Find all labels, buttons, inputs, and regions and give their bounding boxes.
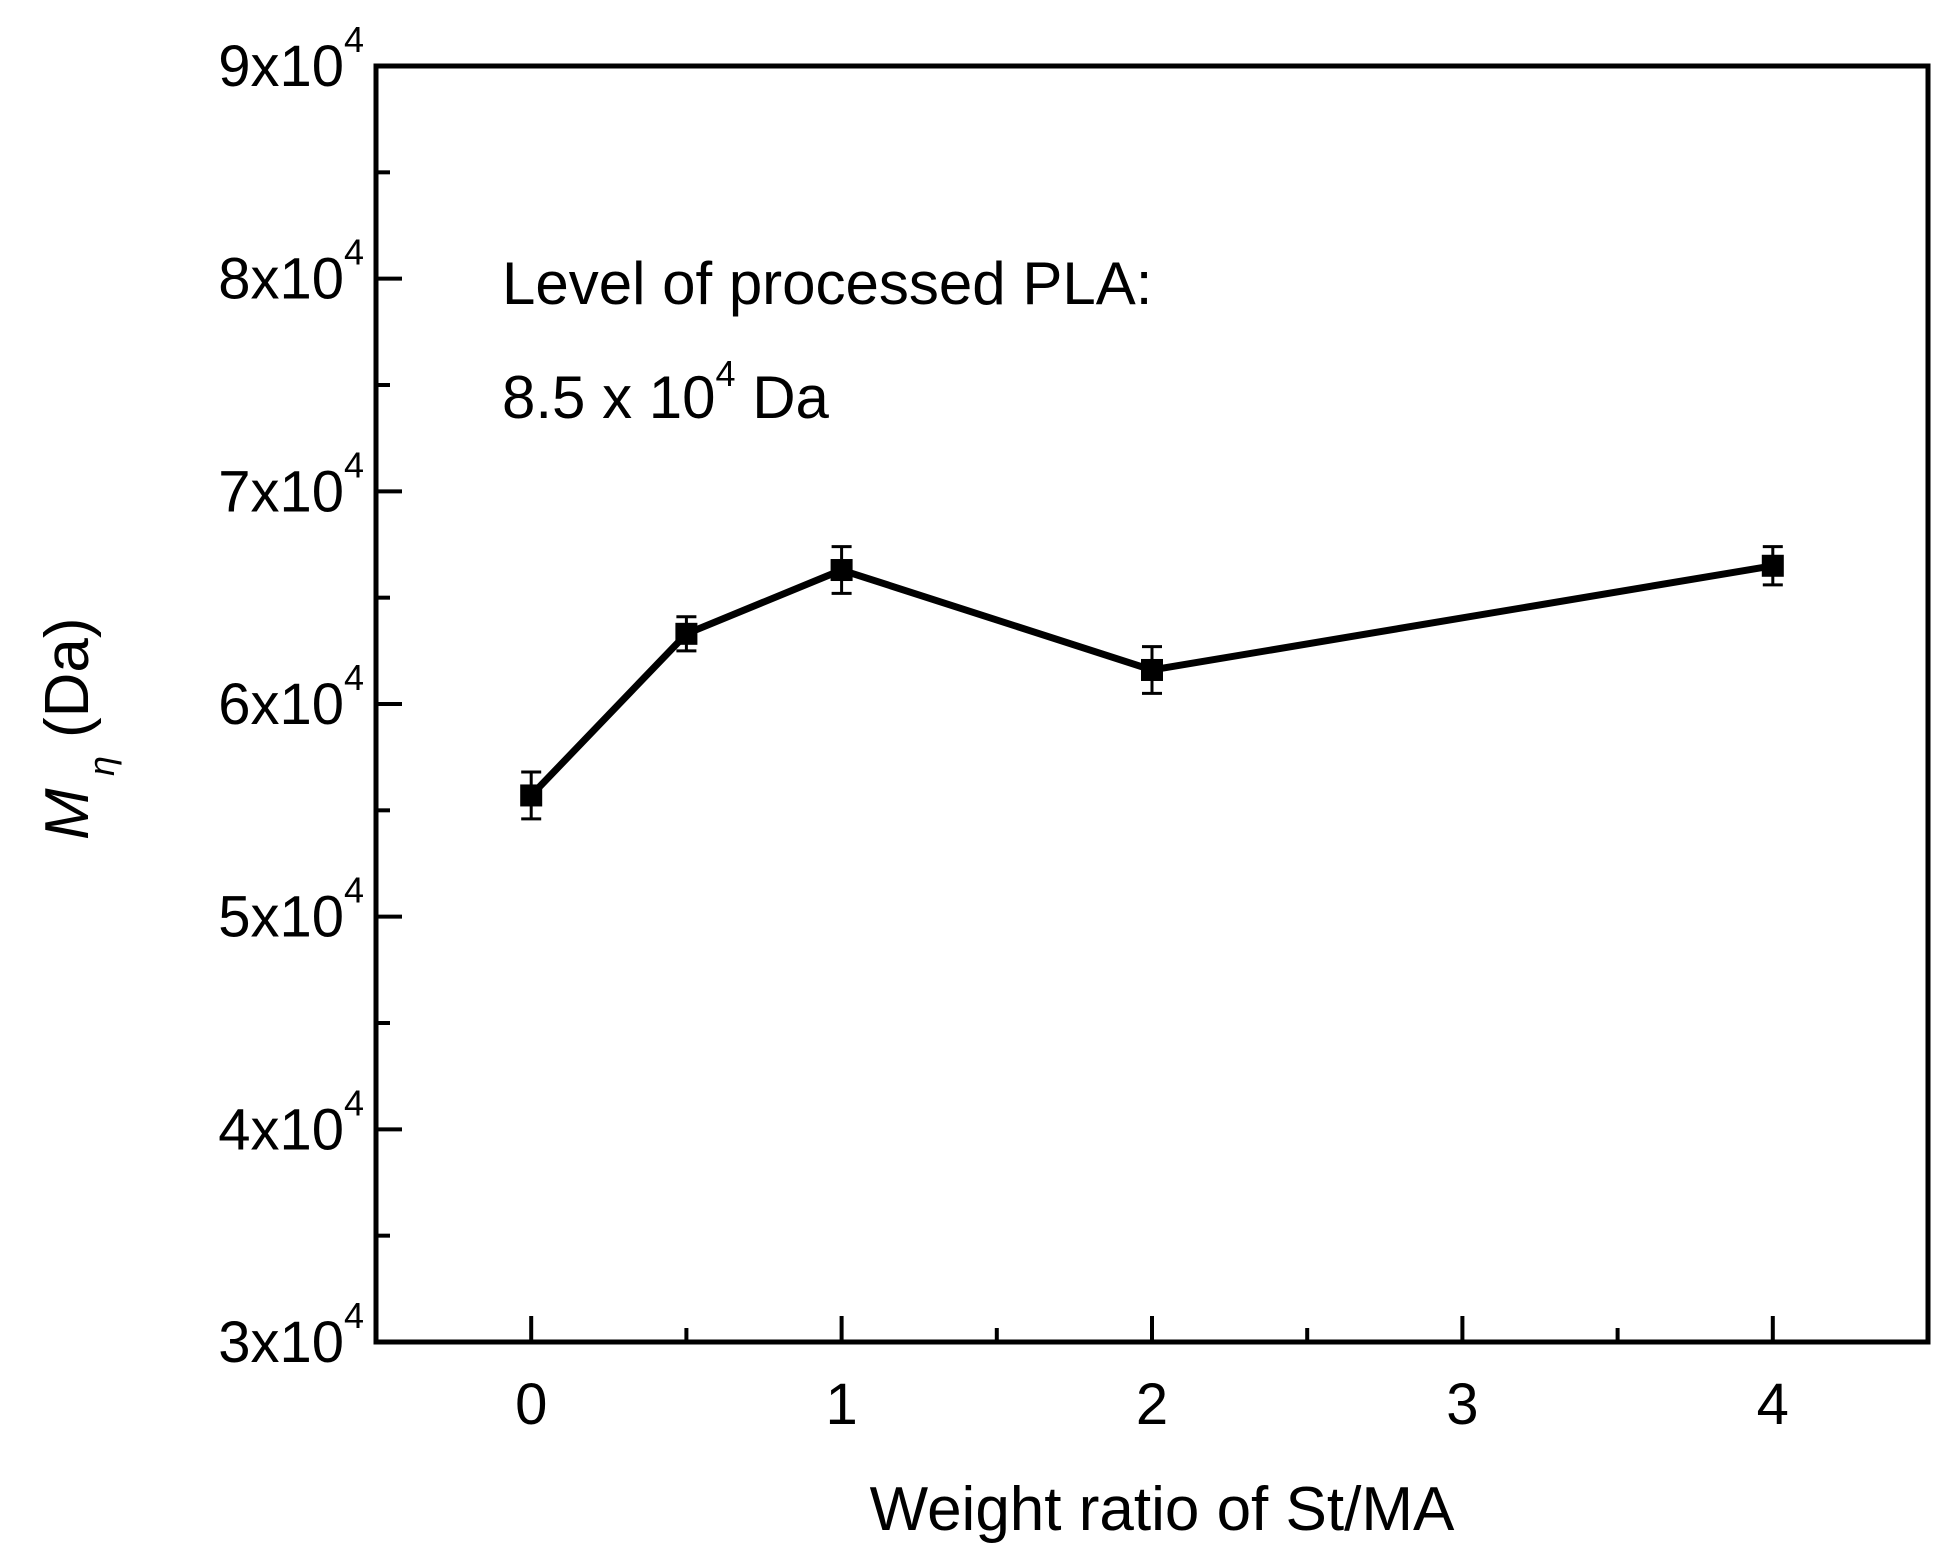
x-tick-labels: 0 1 2 3 4 bbox=[515, 1372, 1789, 1437]
y-tick-mantissa: 4x10 bbox=[218, 1097, 344, 1162]
y-tick-exponent: 4 bbox=[344, 19, 364, 60]
minor-ticks bbox=[374, 170, 1930, 1342]
series-layer bbox=[520, 545, 1784, 821]
y-tick-mantissa: 3x10 bbox=[218, 1310, 344, 1375]
annotation-line2-exponent: 4 bbox=[716, 353, 736, 394]
y-axis-subscript: η bbox=[81, 756, 122, 776]
x-tick-label: 4 bbox=[1757, 1372, 1789, 1437]
data-point bbox=[675, 622, 698, 645]
y-tick-exponent: 4 bbox=[344, 232, 364, 273]
data-point bbox=[1141, 658, 1163, 681]
y-axis-symbol: M bbox=[33, 788, 102, 840]
y-tick-label: 3x104 bbox=[218, 1295, 364, 1375]
y-tick-exponent: 4 bbox=[344, 1082, 364, 1123]
annotation-line2-suffix: Da bbox=[736, 364, 830, 431]
y-tick-label: 5x104 bbox=[218, 870, 364, 950]
x-axis-title: Weight ratio of St/MA bbox=[870, 1475, 1455, 1544]
y-tick-label: 6x104 bbox=[218, 657, 364, 737]
y-tick-label: 9x104 bbox=[218, 19, 364, 99]
y-axis-title: M η (Da) bbox=[33, 617, 122, 840]
x-tick-label: 2 bbox=[1136, 1372, 1168, 1437]
x-tick-label: 3 bbox=[1446, 1372, 1478, 1437]
data-point bbox=[520, 784, 543, 807]
y-tick-exponent: 4 bbox=[344, 870, 364, 911]
y-tick-mantissa: 8x10 bbox=[218, 247, 344, 312]
y-tick-label: 7x104 bbox=[218, 444, 364, 524]
annotation-line2-prefix: 8.5 x 10 bbox=[502, 364, 716, 431]
x-tick-label: 1 bbox=[825, 1372, 857, 1437]
data-point bbox=[830, 559, 853, 582]
y-tick-mantissa: 9x10 bbox=[218, 34, 344, 99]
y-tick-exponent: 4 bbox=[344, 1295, 364, 1336]
annotation: Level of processed PLA: 8.5 x 104 Da bbox=[502, 250, 1152, 431]
annotation-line1: Level of processed PLA: bbox=[502, 250, 1152, 317]
plot-frame bbox=[373, 63, 1931, 1345]
y-tick-mantissa: 5x10 bbox=[218, 885, 344, 950]
y-tick-exponent: 4 bbox=[344, 657, 364, 698]
y-axis-unit: (Da) bbox=[33, 617, 102, 738]
annotation-line2: 8.5 x 104 Da bbox=[502, 353, 830, 431]
x-tick-label: 0 bbox=[515, 1372, 547, 1437]
y-tick-exponent: 4 bbox=[344, 444, 364, 485]
y-tick-label: 4x104 bbox=[218, 1082, 364, 1162]
y-tick-mantissa: 7x10 bbox=[218, 459, 344, 524]
y-tick-label: 8x104 bbox=[218, 232, 364, 312]
data-point bbox=[1761, 554, 1784, 577]
y-tick-mantissa: 6x10 bbox=[218, 672, 344, 737]
